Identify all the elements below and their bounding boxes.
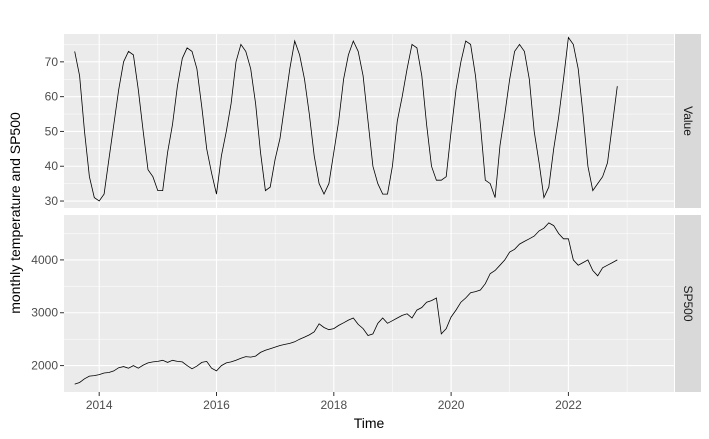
series-line-sp500 — [74, 222, 618, 385]
x-axis-title: Time — [354, 415, 385, 431]
x-tick-label: 2022 — [555, 398, 582, 412]
panel-value: 30 40 50 60 70 Value — [45, 34, 701, 208]
x-tick-label: 2016 — [203, 398, 230, 412]
panel-background-sp500 — [64, 215, 674, 392]
y-tick-label: 4000 — [31, 253, 58, 267]
facet-strip-label-value: Value — [681, 106, 695, 136]
series-line-value — [74, 36, 618, 202]
y-tick-label: 3000 — [31, 306, 58, 320]
facet-strip-label-sp500: SP500 — [681, 285, 695, 321]
panel-background-value — [64, 34, 674, 208]
y-tick-label: 50 — [45, 124, 59, 138]
facet-strip-value — [675, 34, 701, 208]
x-tick-label: 2014 — [86, 398, 113, 412]
y-tick-label: 40 — [45, 159, 59, 173]
panel-sp500: 2000 3000 4000 SP500 — [31, 215, 701, 392]
facet-strip-sp500 — [675, 215, 701, 392]
y-tick-label: 30 — [45, 194, 59, 208]
y-tick-label: 60 — [45, 90, 59, 104]
x-tick-label: 2018 — [320, 398, 347, 412]
y-tick-label: 70 — [45, 55, 59, 69]
y-tick-label: 2000 — [31, 359, 58, 373]
x-axis: 2014 2016 2018 2020 2022 — [86, 392, 582, 412]
x-tick-label: 2020 — [438, 398, 465, 412]
y-axis-title: monthly temperature and SP500 — [7, 112, 23, 314]
